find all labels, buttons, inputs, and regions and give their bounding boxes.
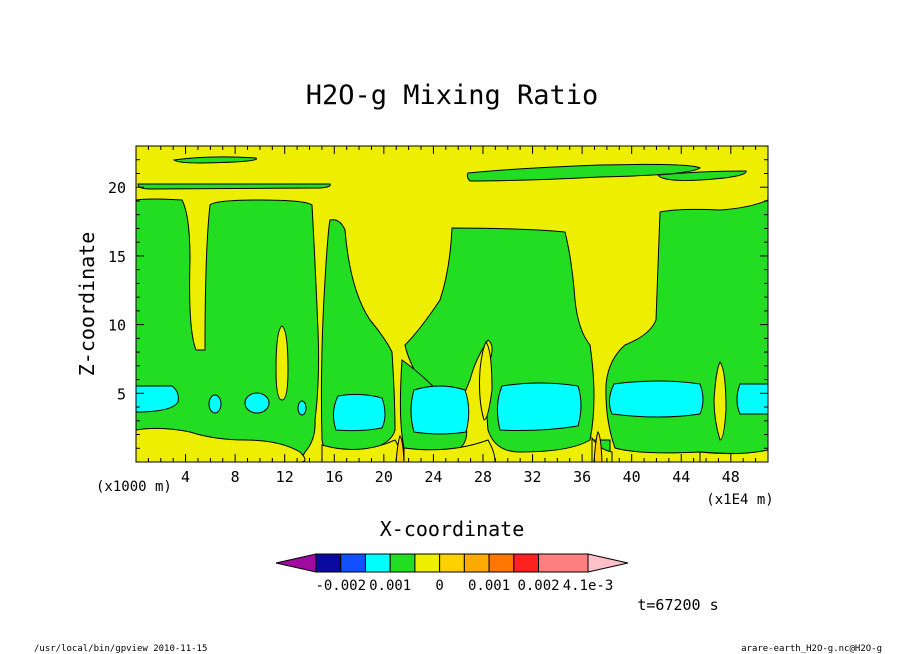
cyan-9 [736,383,769,415]
y-tick-label: 5 [117,385,126,403]
colorbar-segment [439,553,465,573]
colorbar-tick-label: 0.001 [369,578,411,594]
colorbar-segment [488,553,515,573]
cyan-8 [608,380,704,418]
x-tick-label: 4 [181,468,190,486]
colorbar-segment [389,553,416,573]
colorbar [275,553,629,573]
x-tick-label: 48 [722,468,740,486]
cyan-7 [496,382,582,431]
colorbar-segment [414,553,441,573]
x-tick-label: 44 [672,468,690,486]
colorbar-segment [538,553,589,573]
y-tick-label: 10 [108,317,126,335]
cyan-2 [208,394,222,414]
footer-right: arare-earth_H2O-g.nc@H2O-g [741,644,882,654]
x-tick-label: 8 [231,468,240,486]
colorbar-extend-low [275,553,317,573]
colorbar-tick-label: 0.001 [468,578,510,594]
surface-yellow-1 [135,427,306,463]
x-axis-label: X-coordinate [380,517,525,541]
plot-area [135,145,769,463]
y-tick-label: 15 [108,248,126,266]
x-unit-right: (x1E4 m) [706,492,773,508]
x-axis: 4 8 12 16 20 24 28 32 36 40 44 48 [147,146,757,486]
colorbar-extend-high [587,553,629,573]
cyan-3 [244,392,270,414]
x-tick-label: 40 [623,468,641,486]
orange-spikes [395,431,603,463]
chart-title: H2O-g Mixing Ratio [306,80,599,111]
y-tick-label: 20 [108,179,126,197]
streak-4 [657,170,747,181]
x-tick-label: 32 [524,468,542,486]
x-tick-label: 24 [424,468,442,486]
cyan-cells [135,380,769,435]
lens-2 [479,341,493,421]
time-label: t=67200 s [637,596,718,614]
green-block-1 [135,198,320,463]
x-unit-left: (x1000 m) [96,479,172,495]
cyan-1 [135,385,179,413]
spike-1 [395,435,405,463]
upper-streaks [137,156,747,190]
x-tick-label: 36 [573,468,591,486]
x-tick-label: 28 [474,468,492,486]
colorbar-segment [315,553,342,573]
spike-2 [593,431,603,463]
lens-3 [713,361,727,441]
x-tick-label: 12 [276,468,294,486]
colorbar-tick-label: 0 [435,578,443,594]
colorbar-tick-label: -0.002 [315,578,366,594]
colorbar-segment [364,553,391,573]
streak-1 [172,156,257,164]
streak-2 [137,183,331,190]
colorbar-segment [463,553,490,573]
lens-1 [275,325,289,401]
footer-left: /usr/local/bin/gpview 2010-11-15 [34,644,207,654]
x-tick-label: 16 [325,468,343,486]
y-axis-label: Z-coordinate [75,232,99,377]
colorbar-segment [513,553,540,573]
x-tick-label: 20 [375,468,393,486]
cyan-5 [332,393,386,432]
y-axis: 5 10 15 20 [108,159,768,449]
plot-frame [135,145,769,463]
cyan-4 [297,400,307,416]
cyan-6 [410,385,470,435]
colorbar-segment [340,553,366,573]
streak-3 [466,163,701,182]
colorbar-labels: -0.002 0.001 0 0.001 0.002 4.1e-3 [315,578,613,594]
colorbar-tick-label: 0.002 [517,578,559,594]
yellow-lenses [135,325,769,463]
colorbar-tick-label: 4.1e-3 [563,578,614,594]
